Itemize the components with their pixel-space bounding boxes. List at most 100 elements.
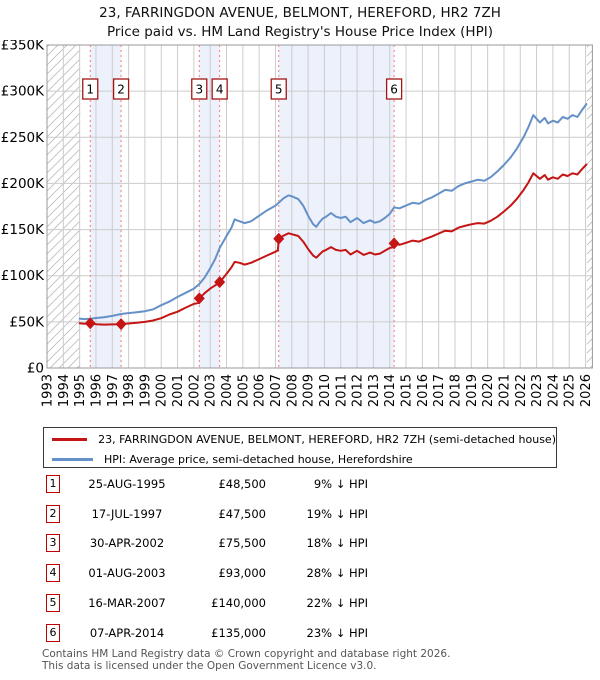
- transaction-price: £140,000: [211, 595, 266, 610]
- x-axis-tick-label: 2005: [236, 374, 251, 407]
- x-axis-tick-label: 1999: [138, 374, 153, 407]
- transaction-row: 1 25-AUG-1995 £48,500 9% ↓ HPI: [0, 474, 600, 498]
- transaction-price: £48,500: [218, 477, 266, 491]
- copyright-footer: Contains HM Land Registry data © Crown c…: [42, 648, 450, 672]
- x-axis-tick-label: 2023: [530, 374, 545, 407]
- chart-legend: 23, FARRINGDON AVENUE, BELMONT, HEREFORD…: [43, 427, 557, 468]
- no-data-hatch: [586, 45, 593, 368]
- x-axis-tick-label: 1994: [57, 374, 72, 407]
- transaction-number-box: 6: [46, 623, 60, 642]
- transaction-date: 25-AUG-1995: [88, 477, 166, 491]
- y-axis-tick-label: £200K: [1, 176, 45, 192]
- ownership-band: [278, 45, 395, 368]
- x-axis-tick-label: 1993: [41, 374, 56, 407]
- x-axis-tick-label: 2014: [383, 374, 398, 407]
- x-axis-tick-label: 2004: [220, 374, 235, 407]
- hpi-line: [78, 103, 588, 321]
- transaction-date: 30-APR-2002: [89, 536, 165, 551]
- legend-label: HPI: Average price, semi-detached house,…: [104, 452, 413, 466]
- x-axis-tick-label: 2025: [563, 374, 578, 407]
- sale-point-diamond: [214, 276, 226, 289]
- x-axis-tick-label: 2021: [497, 374, 512, 407]
- transaction-number-box: 5: [46, 593, 60, 612]
- transaction-vs-hpi: 28% ↓ HPI: [306, 566, 368, 581]
- legend-row-property: 23, FARRINGDON AVENUE, BELMONT, HEREFORD…: [44, 430, 556, 448]
- x-axis-tick-label: 2022: [514, 374, 529, 407]
- transaction-date: 07-APR-2014: [89, 625, 165, 640]
- sale-point-diamond: [84, 317, 96, 330]
- sale-point-diamond: [193, 292, 205, 305]
- x-axis-tick-label: 2001: [171, 374, 186, 407]
- transaction-date: 01-AUG-2003: [88, 566, 166, 581]
- x-axis-tick-label: 2017: [432, 374, 447, 407]
- sale-point-diamond: [273, 232, 285, 245]
- sale-number-box: [82, 78, 99, 100]
- y-axis-tick-label: £50K: [9, 314, 45, 330]
- x-axis-tick-label: 2009: [302, 374, 317, 407]
- x-axis-tick-label: 2012: [351, 374, 366, 407]
- y-axis-tick-label: £150K: [1, 222, 45, 238]
- x-axis-tick-label: 2008: [285, 374, 300, 407]
- transaction-number-box: 4: [46, 564, 60, 583]
- property-price-line: [78, 163, 588, 326]
- price-chart: 1 2 3 4 5 6 £0 £50K £100K £150K £200K £250K £300K £35…: [1, 40, 594, 407]
- y-axis-tick-label: £350K: [1, 40, 45, 54]
- ownership-band: [199, 45, 220, 368]
- transaction-row: 3 30-APR-2002 £75,500 18% ↓ HPI: [0, 533, 600, 557]
- x-axis-tick-label: 2024: [546, 374, 561, 407]
- transaction-price: £135,000: [211, 625, 266, 640]
- transaction-row: 5 16-MAR-2007 £140,000 22% ↓ HPI: [0, 593, 600, 617]
- x-axis-tick-label: 1995: [73, 374, 88, 407]
- x-axis-tick-label: 2015: [400, 374, 415, 407]
- x-axis-tick-label: 2026: [579, 374, 594, 407]
- transaction-price: £47,500: [218, 506, 266, 521]
- sale-number-label: 4: [216, 83, 224, 97]
- y-axis-tick-label: £250K: [1, 130, 45, 146]
- sale-number-box: [270, 78, 287, 100]
- sale-point-diamond: [115, 318, 127, 331]
- sale-number-box: [211, 78, 228, 100]
- sale-number-label: 1: [86, 83, 94, 97]
- legend-label: 23, FARRINGDON AVENUE, BELMONT, HEREFORD…: [98, 432, 556, 446]
- plot-border: [46, 44, 593, 369]
- y-axis-tick-label: £0: [27, 361, 44, 377]
- legend-row-hpi: HPI: Average price, semi-detached house,…: [44, 450, 556, 468]
- page-subtitle: Price paid vs. HM Land Registry's House …: [107, 24, 493, 40]
- x-axis-tick-label: 2018: [448, 374, 463, 407]
- transaction-date: 16-MAR-2007: [88, 595, 166, 610]
- x-axis-tick-label: 2019: [465, 374, 480, 407]
- x-axis-tick-label: 2011: [334, 374, 349, 407]
- transaction-vs-hpi: 19% ↓ HPI: [306, 506, 368, 521]
- sale-number-label: 2: [117, 83, 125, 97]
- transaction-row: 4 01-AUG-2003 £93,000 28% ↓ HPI: [0, 563, 600, 587]
- legend-line-swatch: [52, 437, 88, 441]
- y-axis-tick-label: £300K: [1, 84, 45, 100]
- footer-line-2: This data is licensed under the Open Gov…: [42, 659, 377, 672]
- transaction-date: 17-JUL-1997: [91, 506, 163, 521]
- transaction-vs-hpi: 9% ↓ HPI: [313, 477, 368, 491]
- sale-number-box: [112, 78, 130, 100]
- sale-number-label: 5: [275, 83, 283, 97]
- sale-number-label: 3: [195, 83, 203, 97]
- x-axis-tick-label: 2000: [155, 374, 170, 407]
- page-title: 23, FARRINGDON AVENUE, BELMONT, HEREFORD…: [99, 5, 501, 21]
- x-axis-tick-label: 2003: [204, 374, 219, 407]
- legend-line-swatch: [52, 457, 93, 461]
- y-axis-tick-label: £100K: [1, 268, 45, 284]
- transaction-vs-hpi: 23% ↓ HPI: [306, 625, 368, 640]
- transaction-number-box: 1: [46, 475, 60, 493]
- x-axis-tick-label: 2013: [367, 374, 382, 407]
- transaction-price: £75,500: [218, 536, 266, 551]
- chart-title-block: 23, FARRINGDON AVENUE, BELMONT, HEREFORD…: [0, 4, 600, 42]
- transaction-vs-hpi: 18% ↓ HPI: [306, 536, 368, 551]
- sale-number-label: 6: [390, 83, 398, 97]
- transaction-row: 6 07-APR-2014 £135,000 23% ↓ HPI: [0, 623, 600, 647]
- x-axis-tick-label: 2016: [416, 374, 431, 407]
- transaction-row: 2 17-JUL-1997 £47,500 19% ↓ HPI: [0, 504, 600, 528]
- sale-number-box: [385, 78, 403, 100]
- x-axis-tick-label: 2002: [187, 374, 202, 407]
- x-axis-tick-label: 2007: [269, 374, 284, 407]
- x-axis-tick-label: 2020: [481, 374, 496, 407]
- x-axis-tick-label: 2010: [318, 374, 333, 407]
- transaction-number-box: 3: [46, 534, 60, 553]
